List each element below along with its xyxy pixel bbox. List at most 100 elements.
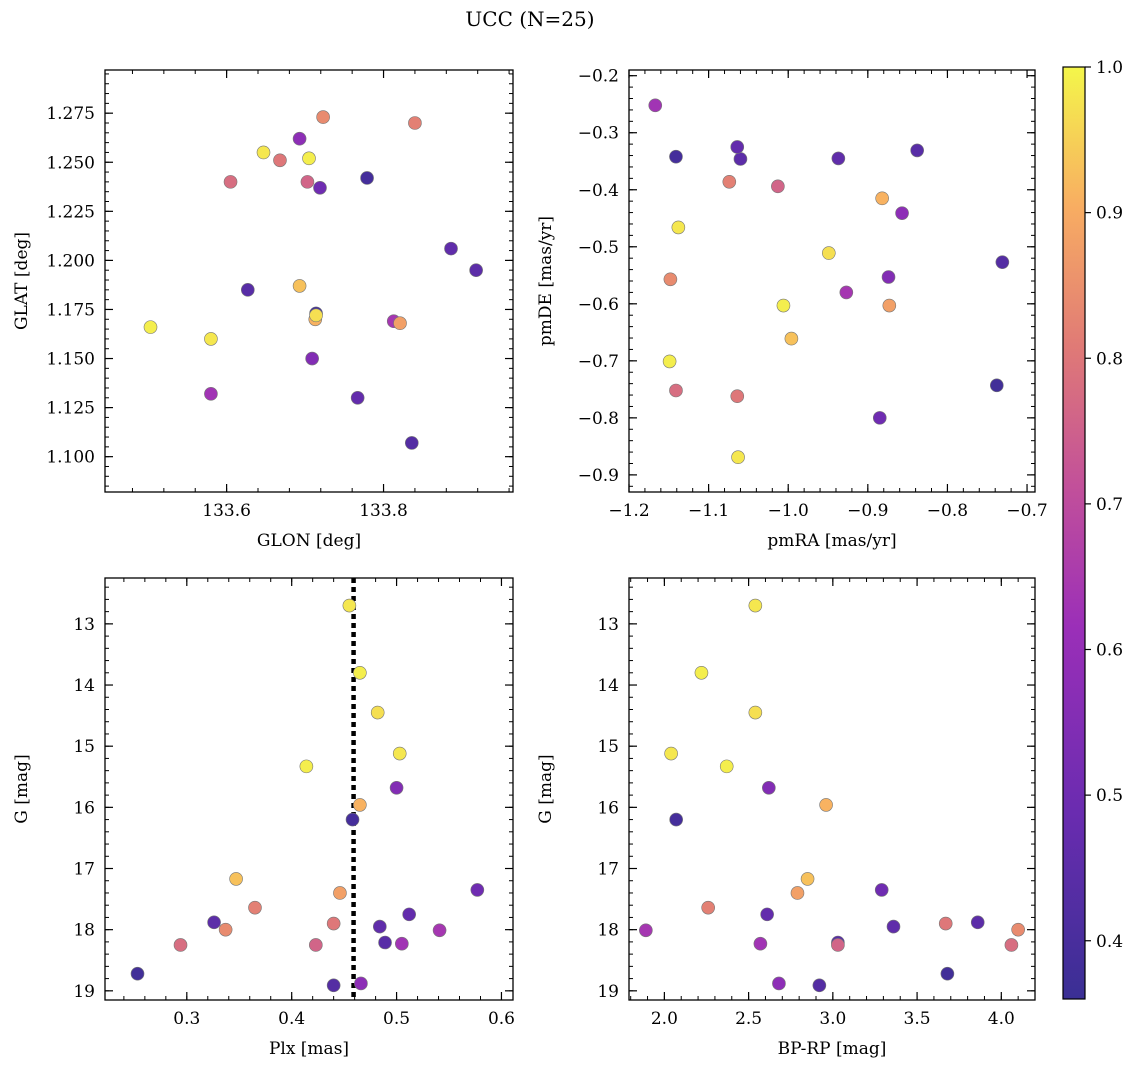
y-axis-label: G [mag] xyxy=(536,754,556,823)
scatter-point xyxy=(722,174,737,189)
scatter-point xyxy=(130,966,145,981)
scatter-point xyxy=(1004,938,1019,952)
x-tick-label: −0.9 xyxy=(847,501,888,521)
scatter-point xyxy=(701,900,715,915)
y-tick-label: 14 xyxy=(73,676,95,696)
scatter-point xyxy=(229,872,243,886)
scatter-point xyxy=(970,915,985,930)
x-tick-label: 2.5 xyxy=(735,1009,762,1029)
scatter-point xyxy=(378,935,392,950)
y-tick-label: 13 xyxy=(73,615,95,635)
y-tick-label: 1.150 xyxy=(46,350,95,370)
scatter-point xyxy=(360,171,374,185)
pmra-pmde-panel: −1.2 −1.1 −1.0 −0.9 −0.8 −0.7 −0.9 −0.8 −0.7 −0.6… xyxy=(536,67,1048,551)
scatter-point xyxy=(248,900,262,915)
scatter-point xyxy=(875,191,889,206)
colorbar-tick-label: 0.4 xyxy=(1096,932,1123,952)
scatter-point xyxy=(731,450,745,465)
scatter-point xyxy=(408,116,422,130)
y-axis-label: pmDE [mas/yr] xyxy=(536,216,556,346)
scatter-point xyxy=(874,883,889,897)
y-tick-label: 19 xyxy=(73,982,95,1002)
scatter-point xyxy=(771,179,785,194)
axes-frame xyxy=(104,577,514,1001)
scatter-point xyxy=(299,759,314,774)
colorbar: 0.4 0.5 0.6 0.7 0.8 0.9 1.0 xyxy=(1062,58,1123,1000)
scatter-point xyxy=(1011,922,1025,937)
y-tick-label: 16 xyxy=(597,798,619,818)
scatter-point xyxy=(790,886,805,900)
x-tick-label: 0.3 xyxy=(173,1009,200,1029)
x-tick-label: −0.8 xyxy=(927,501,968,521)
glon-glat-panel: 133.6 133.8 1.100 1.125 1.150 1.175 1.200 1.225… xyxy=(12,69,514,551)
scatter-point xyxy=(392,746,407,761)
y-tick-label: −0.7 xyxy=(578,352,619,372)
scatter-points xyxy=(639,598,1025,993)
scatter-point xyxy=(730,389,745,403)
x-axis-label: BP-RP [mag] xyxy=(778,1039,887,1059)
scatter-point xyxy=(669,383,683,398)
x-tick-label: 4.0 xyxy=(988,1009,1015,1029)
scatter-point xyxy=(669,149,683,164)
scatter-point xyxy=(292,131,307,146)
scatter-point xyxy=(404,436,419,450)
scatter-point xyxy=(292,279,307,293)
y-tick-label: 18 xyxy=(73,921,95,941)
x-tick-label: −1.0 xyxy=(768,501,809,521)
axes-frame xyxy=(628,69,1036,493)
scatter-point xyxy=(784,331,799,346)
scatter-point xyxy=(694,665,709,680)
scatter-point xyxy=(354,976,368,991)
colorbar-tick-label: 0.8 xyxy=(1096,349,1123,369)
y-tick-label: −0.6 xyxy=(578,295,619,315)
scatter-point xyxy=(831,151,846,166)
scatter-point xyxy=(207,915,221,930)
axes-frame xyxy=(104,69,514,493)
scatter-point xyxy=(663,272,678,287)
y-tick-label: 18 xyxy=(597,921,619,941)
scatter-point xyxy=(326,978,341,993)
scatter-point xyxy=(223,175,238,189)
figure-title: UCC (N=25) xyxy=(465,7,594,31)
y-tick-label: 1.275 xyxy=(46,104,95,124)
scatter-point xyxy=(762,780,776,795)
scatter-point xyxy=(995,255,1010,269)
scatter-point xyxy=(748,598,763,613)
x-tick-label: 133.8 xyxy=(359,501,408,521)
scatter-point xyxy=(733,152,748,166)
scatter-point xyxy=(218,922,233,937)
y-tick-label: −0.3 xyxy=(578,124,619,144)
scatter-point xyxy=(664,746,678,761)
scatter-point xyxy=(772,976,786,991)
scatter-point xyxy=(760,907,774,922)
x-tick-label: −0.7 xyxy=(1006,501,1047,521)
scatter-point xyxy=(895,206,909,220)
y-tick-label: 13 xyxy=(597,615,619,635)
scatter-point xyxy=(143,320,158,334)
scatter-point xyxy=(940,966,955,981)
scatter-point xyxy=(305,351,319,366)
scatter-point xyxy=(353,665,367,680)
colorbar-tick-label: 0.5 xyxy=(1096,786,1123,806)
x-axis-label: GLON [deg] xyxy=(257,531,361,551)
x-tick-label: 3.5 xyxy=(904,1009,931,1029)
scatter-point xyxy=(639,923,653,938)
scatter-point xyxy=(204,332,218,346)
scatter-point xyxy=(204,387,218,401)
scatter-point xyxy=(402,907,416,922)
y-tick-label: 14 xyxy=(597,676,619,696)
scatter-point xyxy=(748,705,763,720)
scatter-point xyxy=(395,936,409,951)
scatter-point xyxy=(273,153,287,168)
y-tick-label: −0.9 xyxy=(578,466,619,486)
scatter-point xyxy=(353,798,367,812)
y-tick-label: 1.125 xyxy=(46,399,95,419)
x-tick-label: 133.6 xyxy=(202,501,251,521)
scatter-point xyxy=(350,390,365,405)
y-tick-label: 16 xyxy=(73,798,95,818)
scatter-point xyxy=(309,308,323,323)
y-tick-label: 1.225 xyxy=(46,202,95,222)
colorbar-tick-label: 0.7 xyxy=(1096,495,1123,515)
scatter-point xyxy=(309,938,323,952)
